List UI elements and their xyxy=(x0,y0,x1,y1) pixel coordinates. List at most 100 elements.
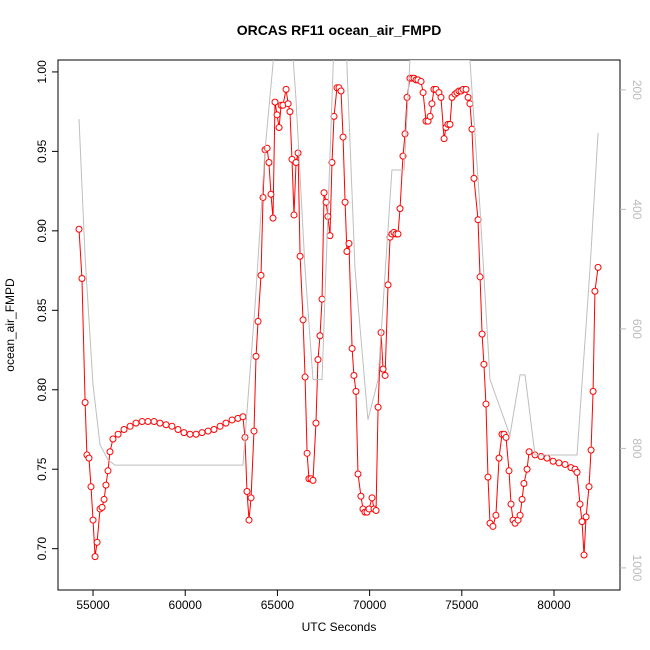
data-point xyxy=(446,120,454,128)
data-point xyxy=(282,85,290,93)
data-point xyxy=(489,522,497,530)
data-point xyxy=(591,287,599,295)
data-point xyxy=(245,516,253,524)
data-point xyxy=(106,448,114,456)
data-point xyxy=(476,273,484,281)
data-point xyxy=(462,85,470,93)
data-point xyxy=(144,418,152,426)
data-point xyxy=(168,422,176,430)
data-point xyxy=(89,516,97,524)
data-point xyxy=(156,419,164,427)
data-point xyxy=(525,448,533,456)
x-tick-label: 65000 xyxy=(261,598,295,612)
data-point xyxy=(267,190,275,198)
data-point xyxy=(403,93,411,101)
data-point xyxy=(582,513,590,521)
data-point xyxy=(478,330,486,338)
data-point xyxy=(252,352,260,360)
data-point xyxy=(286,108,294,116)
data-point xyxy=(580,551,588,559)
data-point xyxy=(132,419,140,427)
data-point xyxy=(326,232,334,240)
plot-area xyxy=(75,60,602,561)
data-point xyxy=(466,100,474,108)
x-tick-label: 70000 xyxy=(353,598,387,612)
data-point xyxy=(243,487,251,495)
y-tick-label: 0.75 xyxy=(35,457,49,481)
series-line xyxy=(78,77,599,557)
series-line xyxy=(78,60,599,466)
data-point xyxy=(419,89,427,97)
data-point xyxy=(537,453,545,461)
data-point xyxy=(437,93,445,101)
data-point xyxy=(396,205,404,213)
data-point xyxy=(482,400,490,408)
data-point xyxy=(417,77,425,85)
data-point xyxy=(585,483,593,491)
data-point xyxy=(484,473,492,481)
plot-frame xyxy=(57,59,621,591)
y2-tick-label: 800 xyxy=(630,438,644,458)
data-point xyxy=(381,371,389,379)
data-point xyxy=(518,495,526,503)
y-tick-label: 0.80 xyxy=(35,378,49,402)
data-point xyxy=(328,159,336,167)
data-point xyxy=(299,316,307,324)
data-point xyxy=(198,429,206,437)
data-point xyxy=(138,418,146,426)
data-point xyxy=(239,413,247,421)
data-point xyxy=(502,433,510,441)
data-point xyxy=(368,494,376,502)
x-tick-label: 55000 xyxy=(76,598,110,612)
data-point xyxy=(162,421,170,429)
data-point xyxy=(303,449,311,457)
data-point xyxy=(109,435,117,443)
data-point xyxy=(354,470,362,478)
x-tick-label: 80000 xyxy=(537,598,571,612)
data-point xyxy=(265,159,273,167)
y-tick-label: 1.00 xyxy=(35,60,49,84)
data-point xyxy=(318,295,326,303)
data-point xyxy=(549,457,557,465)
y2-tick-label: 400 xyxy=(630,199,644,219)
data-point xyxy=(505,467,513,475)
data-point xyxy=(259,193,267,201)
data-point xyxy=(271,98,279,106)
data-point xyxy=(523,465,531,473)
data-point xyxy=(174,425,182,433)
data-point xyxy=(337,87,345,95)
data-point xyxy=(440,135,448,143)
data-point xyxy=(345,240,353,248)
data-point xyxy=(284,100,292,108)
chart-title: ORCAS RF11 ocean_air_FMPD xyxy=(237,22,442,38)
data-point xyxy=(573,468,581,476)
data-point xyxy=(495,454,503,462)
data-point xyxy=(589,387,597,395)
data-point xyxy=(507,500,515,508)
data-point xyxy=(290,211,298,219)
data-point xyxy=(350,371,358,379)
data-point xyxy=(296,252,304,260)
data-point xyxy=(312,419,320,427)
y2-tick-label: 600 xyxy=(630,319,644,339)
y-tick-label: 0.70 xyxy=(35,537,49,561)
data-point xyxy=(520,480,528,488)
data-point xyxy=(587,446,595,454)
data-point xyxy=(292,159,300,167)
data-point xyxy=(316,332,324,340)
data-point xyxy=(352,387,360,395)
data-point xyxy=(578,518,586,526)
data-point xyxy=(401,130,409,138)
data-point xyxy=(294,149,302,157)
data-point xyxy=(561,460,569,468)
data-point xyxy=(543,454,551,462)
data-point xyxy=(254,317,262,325)
y2-tick-label: 200 xyxy=(630,80,644,100)
data-point xyxy=(204,427,212,435)
data-point xyxy=(320,189,328,197)
data-point xyxy=(384,281,392,289)
x-tick-label: 75000 xyxy=(445,598,479,612)
data-point xyxy=(120,425,128,433)
data-point xyxy=(186,430,194,438)
data-point xyxy=(480,360,488,368)
